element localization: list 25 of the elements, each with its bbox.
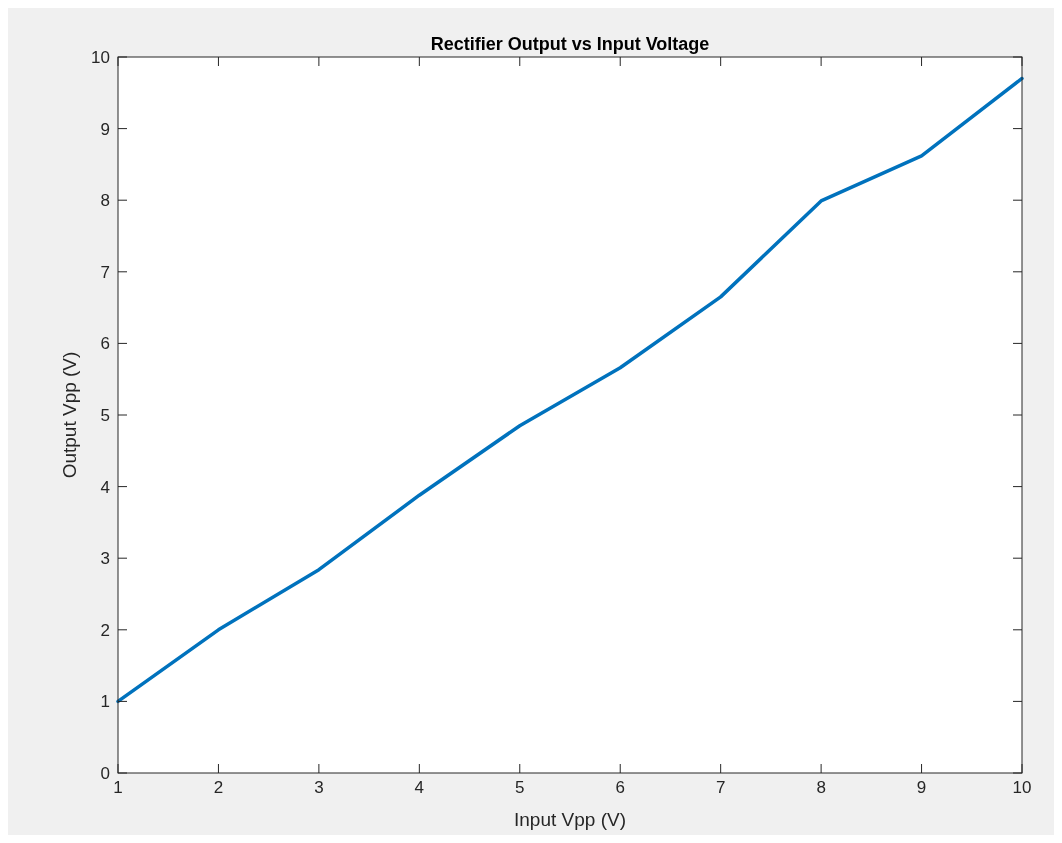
y-tick-label: 5 (100, 406, 110, 425)
x-tick-label: 7 (715, 778, 726, 797)
chart-title: Rectifier Output vs Input Voltage (430, 34, 710, 54)
x-tick-label: 3 (314, 778, 324, 797)
y-tick-label: 3 (100, 549, 110, 569)
y-tick-label: 4 (100, 477, 110, 497)
x-tick-label: 6 (615, 778, 625, 797)
y-tick-label: 9 (100, 119, 110, 139)
y-tick-label: 1 (100, 692, 110, 712)
x-axis-title: Input Vpp (V) (514, 809, 626, 830)
x-tick-label: 9 (916, 778, 927, 797)
x-tick-label: 5 (515, 778, 525, 797)
x-tick-label: 2 (213, 778, 224, 797)
y-tick-label: 7 (100, 262, 110, 282)
line-series (116, 76, 1024, 704)
y-tick-label: 2 (100, 620, 110, 640)
x-tick-label: 4 (414, 778, 425, 797)
y-tick-label: 0 (100, 764, 110, 783)
y-axis-title: Output Vpp (V) (59, 351, 80, 479)
x-tick-label: 1 (113, 778, 123, 797)
y-tick-label: 8 (100, 191, 110, 211)
x-tick-label: 8 (816, 778, 826, 797)
y-tick-label: 6 (100, 334, 110, 354)
y-tick-label: 10 (91, 48, 110, 67)
x-tick-label: 10 (1012, 778, 1032, 797)
